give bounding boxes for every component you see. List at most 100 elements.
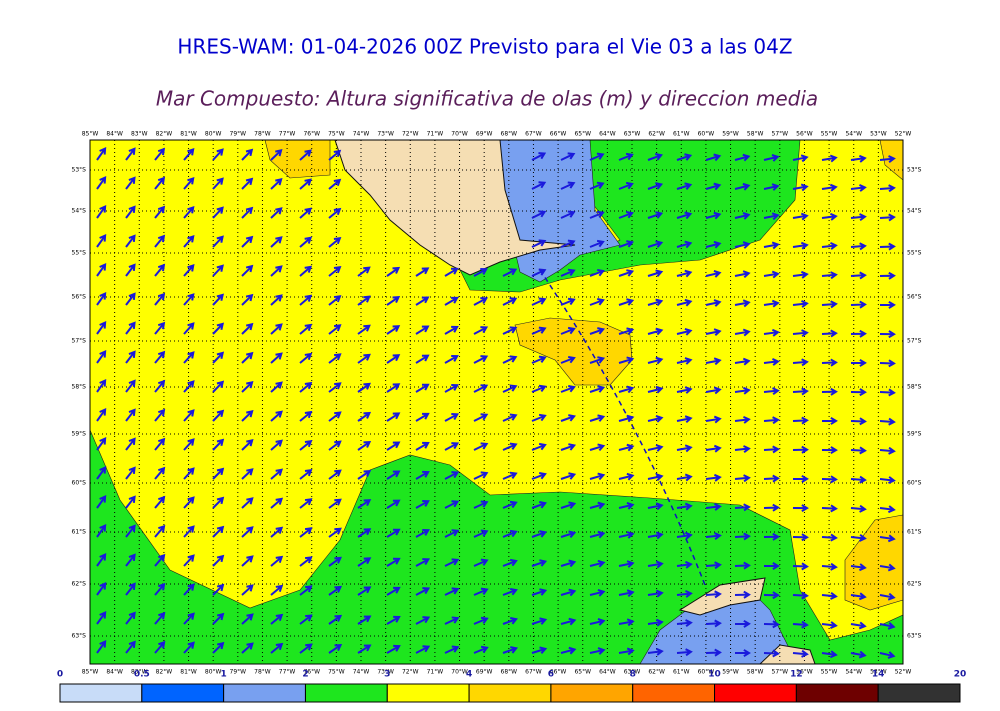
wave-arrow xyxy=(357,295,371,306)
lon-label: 76°W xyxy=(303,131,320,138)
wave-arrow xyxy=(241,613,254,625)
wave-arrow xyxy=(531,152,547,161)
wave-arrow xyxy=(212,177,224,190)
wave-arrow xyxy=(589,385,606,393)
wave-arrow xyxy=(473,413,489,422)
wave-arrow xyxy=(241,206,254,219)
lat-label: 60°S xyxy=(907,480,922,487)
wave-arrow xyxy=(531,471,547,480)
wave-arrow xyxy=(328,236,342,248)
wave-arrow xyxy=(618,269,635,277)
wave-arrow xyxy=(792,241,809,250)
wave-arrow xyxy=(96,147,107,161)
wave-arrow xyxy=(183,205,195,219)
lat-label: 63°S xyxy=(907,633,922,640)
wave-arrow xyxy=(386,383,401,393)
wave-arrow xyxy=(270,381,283,393)
wave-arrow xyxy=(96,524,107,538)
lon-label: 69°W xyxy=(476,131,493,138)
wave-arrow xyxy=(241,497,254,509)
lat-label: 61°S xyxy=(72,529,87,536)
wave-arrow xyxy=(299,265,313,277)
wave-arrow xyxy=(705,182,722,191)
wave-arrow xyxy=(212,293,224,306)
wave-arrow xyxy=(647,589,664,598)
colorbar-tick-label: 2 xyxy=(302,670,308,680)
wave-arrow xyxy=(183,322,195,335)
wave-arrow xyxy=(125,321,136,335)
wave-arrow xyxy=(560,181,576,190)
wave-arrow xyxy=(531,297,547,306)
lon-label: 52°W xyxy=(895,669,912,676)
lon-label: 57°W xyxy=(772,669,789,676)
colorbar-box xyxy=(795,683,879,703)
wave-arrow xyxy=(850,417,867,426)
wave-arrow xyxy=(96,321,107,335)
wave-arrow xyxy=(763,532,780,541)
wave-arrow xyxy=(299,439,313,451)
wave-arrow xyxy=(647,240,664,248)
wave-arrow xyxy=(241,148,254,161)
wave-arrow xyxy=(386,557,401,567)
wave-arrow xyxy=(850,359,867,367)
wave-arrow xyxy=(154,437,166,451)
lon-label: 76°W xyxy=(303,669,320,676)
wave-arrow xyxy=(879,651,896,659)
wave-arrow xyxy=(96,582,107,596)
title: HRES-WAM: 01-04-2026 00Z Previsto para e… xyxy=(177,35,792,59)
wave-arrow xyxy=(879,505,896,514)
wave-arrow xyxy=(647,269,664,278)
lon-label: 83°W xyxy=(131,131,148,138)
wave-arrow xyxy=(328,585,343,596)
wave-arrow xyxy=(850,650,867,659)
wave-arrow xyxy=(502,529,518,538)
wave-arrow xyxy=(705,153,722,162)
wave-arrow xyxy=(357,557,372,567)
wave-arrow xyxy=(415,470,430,480)
lon-label: 64°W xyxy=(599,131,616,138)
lat-label: 56°S xyxy=(72,294,87,301)
wave-arrow xyxy=(502,500,518,509)
wave-arrow xyxy=(328,643,343,654)
wave-arrow xyxy=(850,475,867,484)
wave-arrow xyxy=(241,235,254,248)
wave-arrow xyxy=(96,350,107,364)
wave-arrow xyxy=(676,357,693,365)
colorbar-tick-label: 0.5 xyxy=(134,670,150,680)
lon-label: 82°W xyxy=(156,669,173,676)
lat-label: 60°S xyxy=(72,480,87,487)
wave-arrow xyxy=(734,182,751,191)
lat-label: 59°S xyxy=(72,431,87,438)
wave-arrow xyxy=(502,268,518,277)
wave-arrow xyxy=(618,356,635,365)
wave-arrow xyxy=(328,207,342,219)
wave-arrow xyxy=(270,265,283,277)
colorbar-box xyxy=(632,683,716,703)
zone-orange xyxy=(514,317,633,386)
wave-arrow xyxy=(705,270,722,278)
wave-arrow xyxy=(154,205,166,219)
wave-arrow xyxy=(212,409,225,422)
wave-arrow xyxy=(96,176,107,190)
wave-arrow xyxy=(270,410,283,422)
lon-label: 62°W xyxy=(648,131,665,138)
wave-arrow xyxy=(154,524,166,538)
wave-arrow xyxy=(357,382,372,393)
wave-arrow xyxy=(531,646,548,655)
wave-arrow xyxy=(357,470,372,480)
wave-arrow xyxy=(415,325,430,335)
wave-arrow xyxy=(473,529,489,538)
wave-arrow xyxy=(299,498,313,509)
wave-arrow xyxy=(560,268,576,277)
wave-arrow xyxy=(444,413,460,422)
wave-arrow xyxy=(763,328,780,337)
lon-label: 81°W xyxy=(180,131,197,138)
wave-arrow xyxy=(241,264,254,277)
lon-label: 58°W xyxy=(747,131,764,138)
wave-arrow xyxy=(647,356,664,365)
wave-arrow xyxy=(560,297,576,306)
wave-arrow xyxy=(705,619,722,628)
wave-arrow xyxy=(618,298,635,306)
wave-arrow xyxy=(270,178,283,190)
lon-label: 58°W xyxy=(747,669,764,676)
